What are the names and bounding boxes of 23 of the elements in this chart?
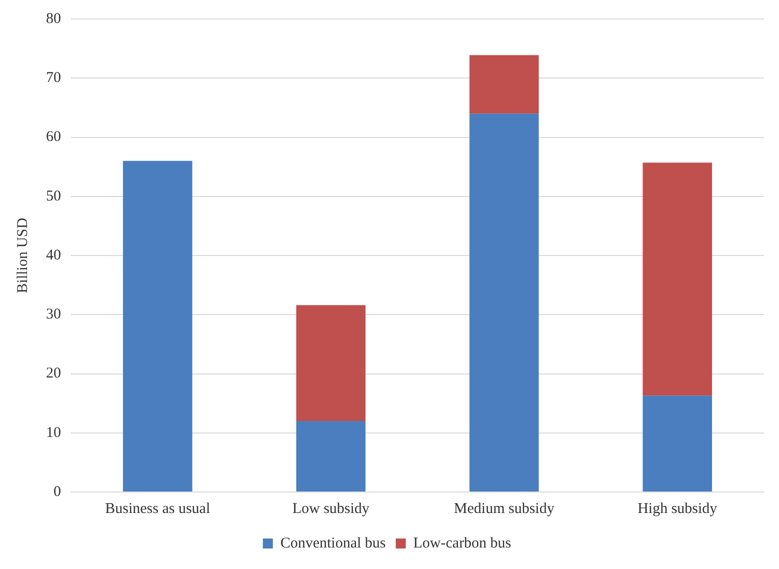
bar	[296, 421, 366, 492]
bar	[642, 396, 712, 492]
y-tick-label: 0	[54, 484, 61, 500]
x-tick-label: Medium subsidy	[454, 500, 555, 517]
legend-label: Low-carbon bus	[413, 535, 512, 552]
bar	[122, 160, 192, 492]
x-tick-label: High subsidy	[638, 500, 718, 517]
legend-label: Conventional bus	[280, 535, 386, 552]
y-tick-label: 60	[46, 129, 61, 146]
x-tick-label: Business as usual	[105, 500, 210, 517]
bar	[296, 305, 366, 422]
y-axis-title: Billion USD	[14, 218, 31, 294]
bar	[469, 114, 539, 492]
y-tick-label: 30	[46, 306, 61, 323]
y-tick-label: 20	[46, 366, 61, 382]
bar	[469, 55, 539, 114]
y-tick-label: 10	[46, 424, 61, 441]
y-tick-label: 80	[46, 10, 61, 27]
y-tick-label: 70	[46, 70, 61, 86]
bar	[642, 162, 712, 396]
y-tick-label: 40	[46, 247, 61, 264]
x-tick-label: Low subsidy	[292, 500, 370, 517]
y-tick-label: 50	[46, 188, 61, 204]
